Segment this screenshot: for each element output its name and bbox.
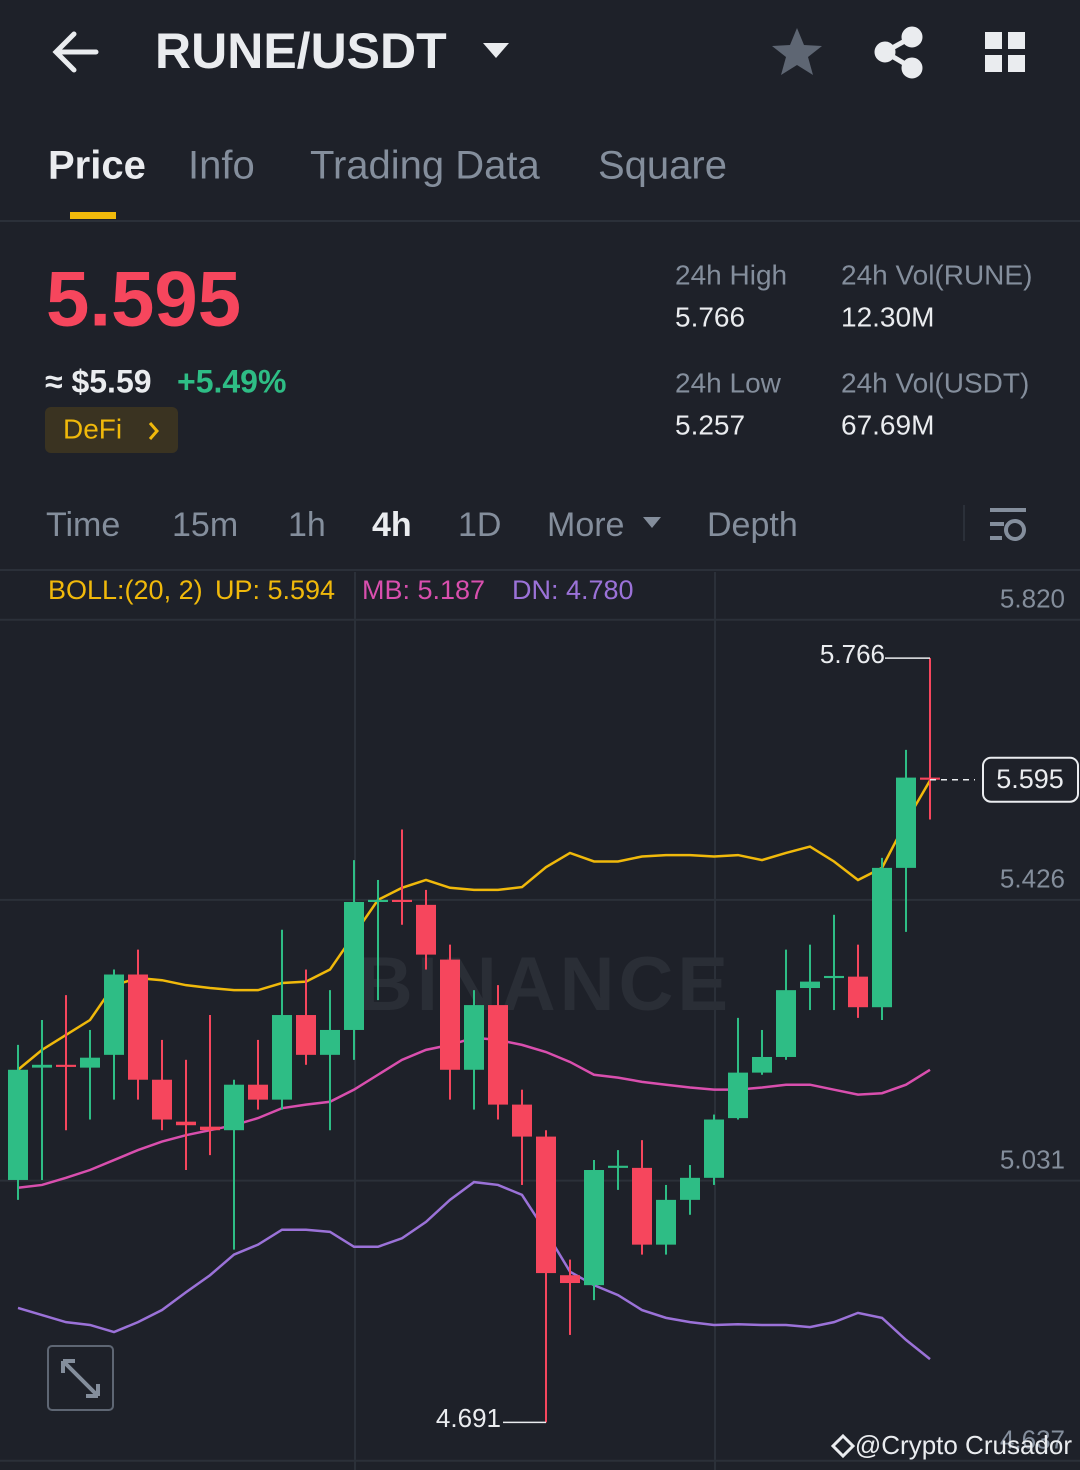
low-label: 4.691 xyxy=(436,1403,501,1433)
candle-body xyxy=(632,1167,652,1245)
stat-label: 24h Vol(RUNE) xyxy=(841,259,1032,290)
candle-body xyxy=(848,976,868,1008)
candle-body xyxy=(920,777,940,780)
candle-body xyxy=(296,1015,316,1055)
credit-icon xyxy=(830,1433,856,1459)
credit: @Crypto Crusador xyxy=(855,1430,1072,1460)
interval[interactable]: Depth xyxy=(707,506,798,544)
tab-indicator xyxy=(70,212,116,219)
candle-body xyxy=(704,1119,724,1178)
candle-body xyxy=(128,974,148,1080)
favorite-icon[interactable] xyxy=(772,28,822,75)
candle-body xyxy=(320,1029,340,1055)
candle-body xyxy=(896,777,916,868)
candle-body xyxy=(824,975,844,979)
pair-title[interactable]: RUNE/USDT xyxy=(155,23,447,79)
candle-body xyxy=(176,1121,196,1126)
candle-body xyxy=(464,1005,484,1070)
y-tick-label: 5.426 xyxy=(1000,864,1065,894)
candle-body xyxy=(680,1177,700,1200)
chart-settings-icon[interactable] xyxy=(990,508,1026,541)
tag-chevron xyxy=(148,422,159,440)
candle-body xyxy=(584,1170,604,1286)
y-tick-label: 4.637 xyxy=(1000,1425,1065,1455)
last-price-box xyxy=(982,756,1079,803)
candle-body xyxy=(200,1126,220,1131)
candle-body xyxy=(224,1084,244,1131)
candle-body xyxy=(56,1064,76,1067)
pair-dropdown[interactable] xyxy=(483,43,509,58)
y-tick-label: 5.820 xyxy=(1000,584,1065,614)
interval[interactable]: 4h xyxy=(372,506,412,544)
candle-body xyxy=(8,1069,28,1180)
stat-value: 5.257 xyxy=(675,409,745,440)
candle-body xyxy=(272,1015,292,1100)
bollinger-line xyxy=(17,1180,931,1361)
interval[interactable]: 1D xyxy=(458,506,501,544)
tab[interactable]: Price xyxy=(48,144,146,188)
tab[interactable]: Square xyxy=(598,144,727,188)
indicator-legend: BOLL:(20, 2) xyxy=(48,575,203,605)
tag-label[interactable]: DeFi xyxy=(63,413,122,444)
y-tick-label: 5.031 xyxy=(1000,1145,1065,1175)
candle-body xyxy=(344,902,364,1030)
candle-body xyxy=(152,1079,172,1120)
candle-body xyxy=(560,1275,580,1284)
tab[interactable]: Info xyxy=(188,144,255,188)
stat-label: 24h Low xyxy=(675,367,782,398)
interval[interactable]: More xyxy=(547,506,624,544)
candle-body xyxy=(440,959,460,1070)
candle-body xyxy=(536,1136,556,1274)
candle-body xyxy=(80,1057,100,1068)
candle-body xyxy=(728,1072,748,1119)
candle-body xyxy=(416,904,436,955)
tab[interactable]: Trading Data xyxy=(310,144,541,188)
stat-label: 24h Vol(USDT) xyxy=(841,367,1029,398)
stat-value: 12.30M xyxy=(841,301,934,332)
interval[interactable]: 1h xyxy=(288,506,326,544)
high-label: 5.766 xyxy=(820,639,885,669)
expand-icon xyxy=(61,1359,100,1398)
candle-body xyxy=(608,1165,628,1168)
tag-badge[interactable] xyxy=(45,407,178,453)
candle-body xyxy=(656,1199,676,1245)
indicator-legend: UP: 5.594 xyxy=(215,575,335,605)
candle-body xyxy=(872,867,892,1008)
usd-price: ≈ $5.59 xyxy=(45,363,152,399)
stat-value: 5.766 xyxy=(675,301,745,332)
back-button[interactable] xyxy=(52,31,99,73)
share-icon[interactable] xyxy=(874,26,923,79)
candle-body xyxy=(368,899,388,903)
candle-body xyxy=(104,974,124,1055)
more-dropdown[interactable] xyxy=(643,517,661,528)
candle-body xyxy=(752,1056,772,1073)
candle-body xyxy=(488,1005,508,1105)
interval[interactable]: 15m xyxy=(172,506,238,544)
expand-button[interactable] xyxy=(47,1345,114,1411)
watermark: BINANCE xyxy=(358,942,732,1027)
indicator-legend: MB: 5.187 xyxy=(362,575,485,605)
last-price: 5.595 xyxy=(46,255,241,343)
last-price-label: 5.595 xyxy=(996,764,1064,794)
price-change: +5.49% xyxy=(177,363,286,399)
candle-body xyxy=(800,981,820,989)
indicator-legend: DN: 4.780 xyxy=(512,575,634,605)
menu-icon[interactable] xyxy=(985,32,1025,72)
candle-body xyxy=(512,1104,532,1137)
candle-body xyxy=(776,990,796,1057)
bollinger-line xyxy=(17,779,932,1071)
interval[interactable]: Time xyxy=(46,506,120,544)
candle-body xyxy=(32,1064,52,1068)
candle-body xyxy=(248,1084,268,1100)
stat-label: 24h High xyxy=(675,259,787,290)
stat-value: 67.69M xyxy=(841,409,934,440)
candle-body xyxy=(392,899,412,903)
